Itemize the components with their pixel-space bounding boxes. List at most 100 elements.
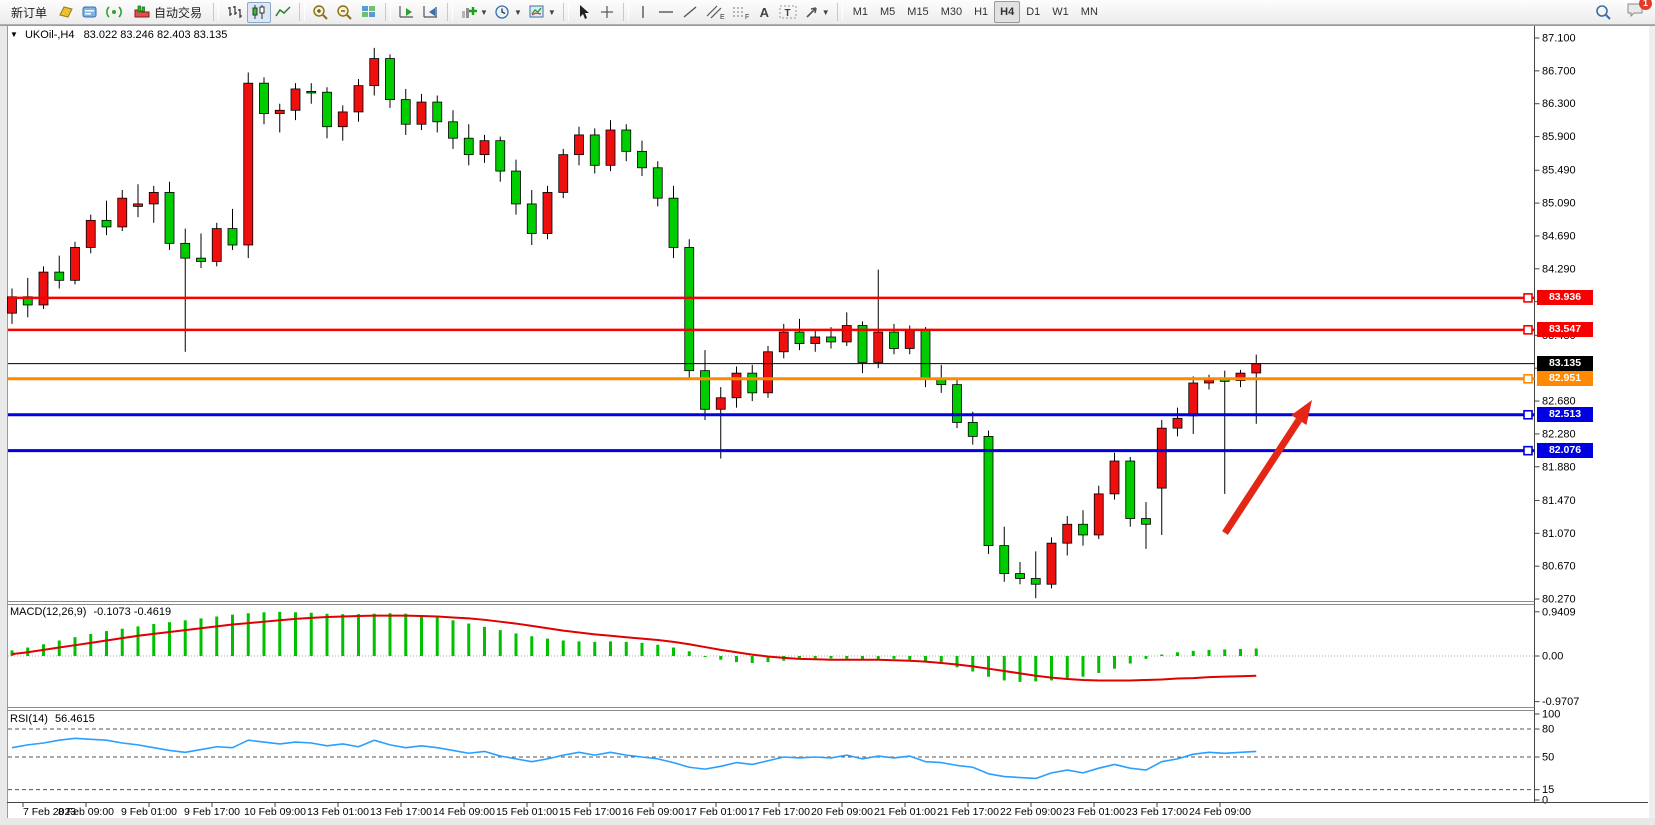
candle-body — [463, 137, 474, 156]
arrows-tool-button[interactable]: ▼ — [801, 2, 833, 23]
price-tick-label: 82.280 — [1542, 428, 1576, 440]
macd-histogram-bar — [136, 626, 140, 656]
new-order-button[interactable]: 新订单 — [11, 5, 48, 20]
templates-button[interactable]: ▼ — [525, 2, 559, 23]
line-chart-icon[interactable] — [271, 2, 295, 23]
candle-body — [558, 154, 569, 193]
timeframe-button-m1[interactable]: M1 — [852, 6, 868, 18]
macd-histogram-bar — [105, 631, 108, 656]
price-badge-82.951: 82.951 — [1537, 371, 1593, 387]
candle-body — [290, 88, 301, 111]
candle-body — [589, 134, 600, 166]
chat-button[interactable]: 1 — [1626, 0, 1652, 23]
zoom-in-icon[interactable] — [309, 2, 333, 23]
horizontal-line-icon[interactable] — [654, 2, 678, 23]
macd-histogram-bar — [530, 636, 534, 656]
tile-windows-icon[interactable] — [357, 2, 381, 23]
candle-body — [1109, 460, 1120, 495]
text-label-tool[interactable]: T — [775, 2, 801, 23]
candle-body — [259, 82, 269, 114]
candle-body — [605, 129, 616, 166]
price-badge-83.135: 83.135 — [1537, 356, 1593, 372]
macd-histogram-bar — [1160, 654, 1164, 656]
price-tick-label: 84.290 — [1542, 263, 1576, 275]
candle-body — [117, 197, 128, 228]
text-tool[interactable]: A — [759, 4, 769, 20]
trend-arrow-head[interactable] — [1291, 400, 1312, 426]
chart-collapse-button[interactable]: ▼ — [10, 30, 18, 39]
macd-tick-label: 0.9409 — [1542, 606, 1576, 618]
hline-marker[interactable] — [1523, 409, 1533, 420]
candle-body — [857, 325, 868, 363]
macd-histogram-bar — [168, 622, 171, 656]
macd-histogram-bar — [829, 656, 833, 659]
timeframe-button-h4[interactable]: H4 — [994, 1, 1021, 23]
macd-histogram-bar — [750, 656, 754, 664]
time-tick-label: 10 Feb 09:00 — [244, 806, 306, 818]
autotrading-button[interactable]: 自动交易 — [126, 2, 209, 23]
timeframe-button-h1[interactable]: H1 — [974, 6, 989, 18]
macd-histogram-bar — [451, 620, 455, 656]
cursor-icon[interactable] — [573, 2, 595, 23]
macd-histogram-bar — [735, 656, 738, 663]
chart-shift-icon[interactable] — [419, 2, 443, 23]
timeframe-button-m5[interactable]: M5 — [880, 6, 896, 18]
signals-icon[interactable] — [102, 2, 126, 23]
hline-marker[interactable] — [1523, 445, 1533, 456]
hline-marker[interactable] — [1523, 325, 1533, 335]
candle-body — [353, 85, 364, 113]
candle-body — [385, 58, 395, 101]
candle-body — [1251, 363, 1262, 374]
trendline-icon[interactable] — [678, 2, 702, 23]
price-tick-label: 82.680 — [1542, 396, 1576, 408]
timeframe-button-mn[interactable]: MN — [1080, 6, 1098, 18]
candle-body — [731, 372, 742, 399]
autotrading-label: 自动交易 — [154, 5, 203, 20]
profiles-icon[interactable] — [54, 2, 78, 23]
timeframe-button-m30[interactable]: M30 — [940, 6, 963, 18]
macd-histogram-bar — [388, 613, 392, 656]
hline-marker[interactable] — [1523, 373, 1533, 384]
macd-histogram-bar — [325, 613, 329, 656]
periods-button[interactable]: ▼ — [491, 2, 525, 23]
timeframe-button-m15[interactable]: M15 — [907, 6, 929, 18]
auto-scroll-icon[interactable] — [395, 2, 419, 23]
candle-body — [841, 325, 852, 343]
macd-histogram-bar — [593, 641, 597, 656]
market-watch-icon[interactable] — [78, 2, 102, 23]
bar-chart-icon[interactable] — [223, 2, 247, 23]
macd-tick-label: -0.9707 — [1542, 696, 1579, 708]
macd-histogram-bar — [215, 616, 219, 656]
bottom-frame — [0, 818, 1655, 825]
macd-histogram-bar — [89, 633, 93, 656]
macd-histogram-bar — [546, 638, 549, 656]
timeframe-button-d1[interactable]: D1 — [1026, 6, 1041, 18]
search-icon[interactable] — [1592, 2, 1616, 23]
candle-body — [652, 167, 663, 199]
zoom-out-icon[interactable] — [333, 2, 357, 23]
candle-body — [684, 247, 695, 372]
candle-body — [148, 192, 159, 205]
candlestick-icon[interactable] — [247, 1, 272, 23]
vertical-line-icon[interactable] — [633, 2, 654, 23]
candle-body — [967, 422, 978, 437]
right-frame — [1649, 25, 1655, 825]
indicators-button[interactable]: ▼ — [457, 2, 491, 23]
crosshair-icon[interactable] — [595, 2, 619, 23]
timeframe-button-w1[interactable]: W1 — [1052, 6, 1069, 18]
macd-histogram-bar — [1034, 656, 1038, 682]
separator — [622, 3, 629, 21]
macd-histogram-bar — [687, 651, 691, 656]
indicators-icon — [462, 7, 478, 18]
macd-histogram-bar — [435, 617, 439, 656]
macd-histogram-bar — [1207, 649, 1211, 656]
fibonacci-icon[interactable]: F — [728, 2, 754, 23]
trend-arrow-shaft[interactable] — [1222, 418, 1302, 535]
macd-histogram-bar — [498, 630, 502, 656]
equidistant-channel-icon[interactable]: E — [702, 2, 728, 23]
hline-marker[interactable] — [1523, 293, 1533, 303]
price-tick-label: 85.900 — [1542, 131, 1576, 143]
rsi-value: 56.4615 — [54, 713, 95, 725]
